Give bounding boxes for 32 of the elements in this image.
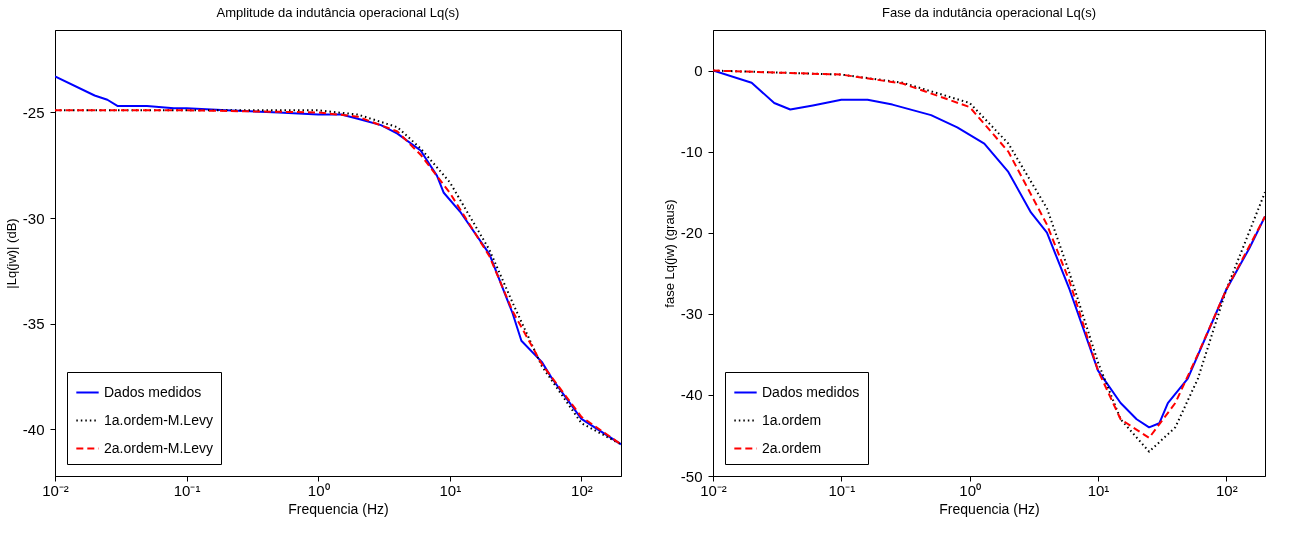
x-tick-label: 10² bbox=[571, 481, 593, 499]
y-tick-label: -25 bbox=[22, 103, 45, 121]
x-tick-label: 10² bbox=[1216, 481, 1238, 499]
y-tick-label: -10 bbox=[680, 143, 703, 161]
chart-title: Fase da indutância operacional Lq(s) bbox=[882, 5, 1096, 20]
x-tick-label: 10⁰ bbox=[959, 481, 982, 499]
legend-label: Dados medidos bbox=[762, 383, 860, 400]
y-tick-label: -50 bbox=[680, 467, 703, 485]
x-tick-label: 10⁰ bbox=[307, 481, 330, 499]
x-tick-label: 10⁻² bbox=[700, 481, 727, 499]
y-tick-label: -30 bbox=[680, 305, 703, 323]
y-tick-label: -20 bbox=[680, 224, 703, 242]
x-axis-title: Frequencia (Hz) bbox=[939, 500, 1040, 517]
y-tick-label: -35 bbox=[22, 315, 45, 333]
x-tick-label: 10¹ bbox=[439, 481, 462, 499]
legend-label: 2a.ordem bbox=[762, 439, 822, 456]
y-tick-label: -40 bbox=[22, 421, 45, 438]
x-tick-label: 10⁻¹ bbox=[173, 481, 201, 499]
y-tick-label: 0 bbox=[694, 62, 703, 80]
y-axis-title: |Lq(jw)| (dB) bbox=[3, 218, 19, 289]
legend-label: 1a.ordem-M.Levy bbox=[104, 411, 213, 428]
legend-label: 1a.ordem bbox=[762, 411, 822, 428]
x-axis-title: Frequencia (Hz) bbox=[288, 500, 389, 517]
y-tick-label: -30 bbox=[22, 209, 45, 227]
x-tick-label: 10⁻² bbox=[42, 481, 69, 499]
legend-label: 2a.ordem-M.Levy bbox=[104, 439, 213, 456]
chart-title: Amplitude da indutância operacional Lq(s) bbox=[216, 5, 460, 20]
legend-label: Dados medidos bbox=[104, 383, 202, 400]
x-tick-label: 10⁻¹ bbox=[828, 481, 856, 499]
y-axis-title: fase Lq(jw) (graus) bbox=[661, 199, 677, 308]
y-tick-label: -40 bbox=[680, 386, 703, 404]
x-tick-label: 10¹ bbox=[1087, 481, 1110, 499]
